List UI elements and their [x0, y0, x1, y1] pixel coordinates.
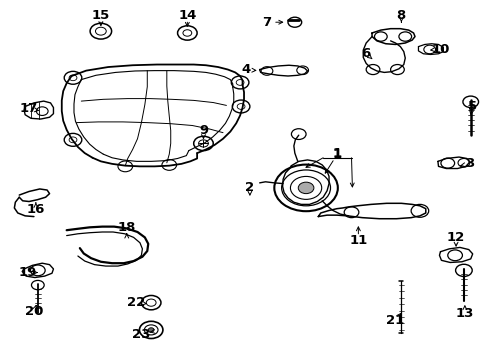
Text: 21: 21 [387, 314, 405, 327]
Text: 4: 4 [242, 63, 250, 76]
Text: 15: 15 [92, 9, 110, 22]
Text: 7: 7 [263, 16, 271, 29]
Text: 13: 13 [456, 307, 474, 320]
Text: 19: 19 [19, 266, 37, 279]
Text: 23: 23 [132, 328, 150, 341]
Text: 18: 18 [118, 221, 136, 234]
Text: 11: 11 [349, 234, 368, 247]
Text: 10: 10 [431, 42, 450, 55]
Text: 16: 16 [26, 203, 45, 216]
Text: 5: 5 [467, 100, 477, 113]
Text: 12: 12 [447, 231, 465, 244]
Text: 6: 6 [362, 47, 371, 60]
Text: 1: 1 [332, 148, 342, 161]
Text: 14: 14 [178, 9, 196, 22]
Circle shape [148, 328, 154, 332]
Text: 9: 9 [199, 124, 208, 137]
Circle shape [298, 182, 314, 194]
Text: 8: 8 [397, 9, 406, 22]
Text: 1: 1 [332, 147, 342, 159]
Text: 17: 17 [20, 103, 38, 116]
Text: 22: 22 [127, 296, 146, 309]
Text: 3: 3 [465, 157, 474, 170]
Text: 20: 20 [24, 306, 43, 319]
Text: 2: 2 [245, 181, 254, 194]
